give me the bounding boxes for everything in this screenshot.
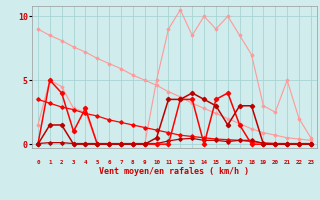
X-axis label: Vent moyen/en rafales ( km/h ): Vent moyen/en rafales ( km/h ) [100,167,249,176]
